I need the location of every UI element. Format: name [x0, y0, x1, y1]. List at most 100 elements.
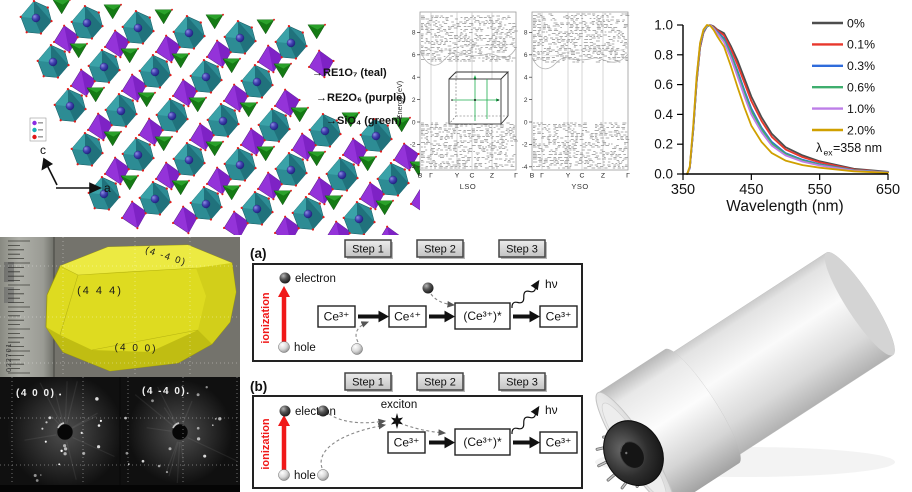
step2-button-b: Step 2	[424, 377, 456, 389]
hole-label-b: hole	[294, 470, 316, 482]
label-re1o7: →RE1O₇ (teal)	[312, 67, 387, 79]
step2-button-a: Step 2	[424, 244, 456, 256]
legend-label: 2.0%	[847, 123, 875, 137]
electron-label-a: electron	[295, 273, 336, 285]
label-re2o6: →RE2O₆ (purple)	[316, 92, 406, 104]
step-buttons-b: Step 1 Step 2 Step 3	[344, 372, 547, 392]
sequence-a	[317, 302, 578, 330]
x-tick-label: 350	[671, 182, 695, 198]
kpoint-label: Z	[490, 173, 494, 180]
energy-tick-label: 6	[412, 52, 416, 59]
energy-tick-label: -2	[410, 142, 416, 149]
energy-tick-label: 4	[524, 75, 528, 82]
y-tick-label: 0.4	[654, 107, 673, 122]
energy-tick-label: 4	[412, 75, 416, 82]
kpoint-label: Γ	[626, 173, 630, 180]
hv-label-a: hν	[545, 277, 558, 291]
kpoint-label: B	[418, 173, 423, 180]
kpoint-label: C	[580, 173, 585, 180]
energy-tick-label: -2	[522, 142, 528, 149]
energy-axis-label: Energy (eV)	[396, 81, 404, 119]
ionization-label-b: ionization	[260, 418, 272, 470]
energy-tick-label: 8	[412, 30, 416, 37]
laue-label-400: (4 0 0)	[16, 388, 55, 399]
y-tick-label: 0.6	[654, 77, 673, 92]
y-tick-label: 0.0	[654, 167, 673, 182]
photon-arrow-a	[511, 279, 540, 309]
laue-label-4-40: (4 -4 0).	[142, 386, 191, 397]
emission-spectrum-panel: 0.0 0.2 0.4 0.6 0.8 1.0 350 450 550 650 0% 0.1% 0.3…	[654, 16, 900, 215]
x-tick-label: 650	[876, 182, 900, 198]
x-tick-label: 450	[739, 182, 763, 198]
spectrum-axes: 0.0 0.2 0.4 0.6 0.8 1.0 350 450 550 650	[654, 18, 900, 199]
energy-tick-label: 2	[524, 97, 528, 104]
facet-label-400: (4 0 0)	[114, 342, 157, 354]
kpoint-label: Y	[566, 173, 571, 180]
laue-spots	[24, 381, 238, 484]
step1-button-b: Step 1	[352, 377, 384, 389]
beam-stop-right	[171, 423, 189, 441]
kpoint-label: C	[470, 173, 475, 180]
beam-stop-left	[56, 423, 74, 441]
free-hole-b	[317, 469, 329, 481]
hv-label-b: hν	[545, 403, 558, 417]
y-tick-label: 1.0	[654, 18, 673, 33]
ce4-a: Ce⁴⁺	[394, 310, 421, 324]
ce3-b: Ce³⁺	[394, 436, 420, 450]
svg-text:λ: λ	[816, 141, 823, 155]
free-electron-b	[317, 405, 329, 417]
energy-tick-label: 8	[524, 30, 528, 37]
thick-arrows-a	[358, 310, 541, 323]
legend-label: 1.0%	[847, 102, 875, 116]
legend-label: 0.3%	[847, 59, 875, 73]
free-electron-a	[422, 282, 434, 294]
ionization-arrow-a: ionization	[260, 286, 290, 345]
crystal-photo-panel: 022701 (4 -4 0) (4 4 4) (4 0 0) (4 0 0)	[0, 237, 240, 492]
facet-label-444: (4 4 4)	[77, 285, 123, 297]
legend-label: 0.6%	[847, 81, 875, 95]
spectrum-curves	[686, 24, 889, 175]
kpoint-label: Y	[455, 173, 460, 180]
energy-tick-label: 0	[524, 119, 528, 126]
ionization-arrow-b: ionization	[260, 415, 290, 470]
ionization-label-a: ionization	[260, 292, 272, 344]
ruler-stamp-text: 022701	[6, 343, 13, 372]
excitation-annotation: λ ex =358 nm	[816, 141, 882, 158]
curve-2.0%	[686, 24, 889, 175]
legend-dot-purple	[32, 120, 37, 126]
photon-arrow-b	[511, 405, 540, 435]
energy-tick-label: -4	[410, 164, 416, 171]
svg-text:=358 nm: =358 nm	[833, 141, 882, 155]
y-tick-label: 0.8	[654, 47, 673, 62]
detector-cylinder	[595, 252, 895, 492]
ce3-excited-b: (Ce³⁺)*	[463, 435, 502, 449]
energy-tick-label: 6	[524, 52, 528, 59]
step-buttons-a: Step 1 Step 2 Step 3	[344, 239, 547, 259]
legend-label: 0%	[847, 16, 865, 30]
hole-label-a: hole	[294, 342, 316, 354]
hole-dot-a	[278, 341, 290, 353]
band-caption-lso: LSO	[460, 182, 477, 191]
x-tick-label: 550	[808, 182, 832, 198]
crystal-structure-panel: c a →RE1O₇ (teal) →RE2O₆ (purple) →SiO₄ …	[17, 0, 420, 235]
ce3-excited-a: (Ce³⁺)*	[463, 309, 502, 323]
svg-text:ex: ex	[824, 148, 834, 158]
band-caption-yso: YSO	[571, 182, 588, 191]
ruler-ticks	[8, 240, 30, 374]
hole-dot-b	[278, 469, 290, 481]
step3-button-a: Step 3	[506, 244, 538, 256]
legend-dot-red	[32, 134, 37, 140]
thick-arrows-b	[429, 436, 541, 449]
x-axis-title: Wavelength (nm)	[726, 198, 843, 215]
electron-label-b: electron	[295, 406, 336, 418]
kpoint-label: Γ	[540, 173, 544, 180]
exciton-star	[390, 413, 404, 429]
yellow-crystal	[45, 244, 237, 372]
energy-tick-label: -4	[522, 164, 528, 171]
electron-dot-b	[279, 405, 291, 417]
kpoint-label: Γ	[429, 173, 433, 180]
y-tick-label: 0.2	[654, 137, 673, 152]
ce3-a: Ce³⁺	[324, 310, 350, 324]
